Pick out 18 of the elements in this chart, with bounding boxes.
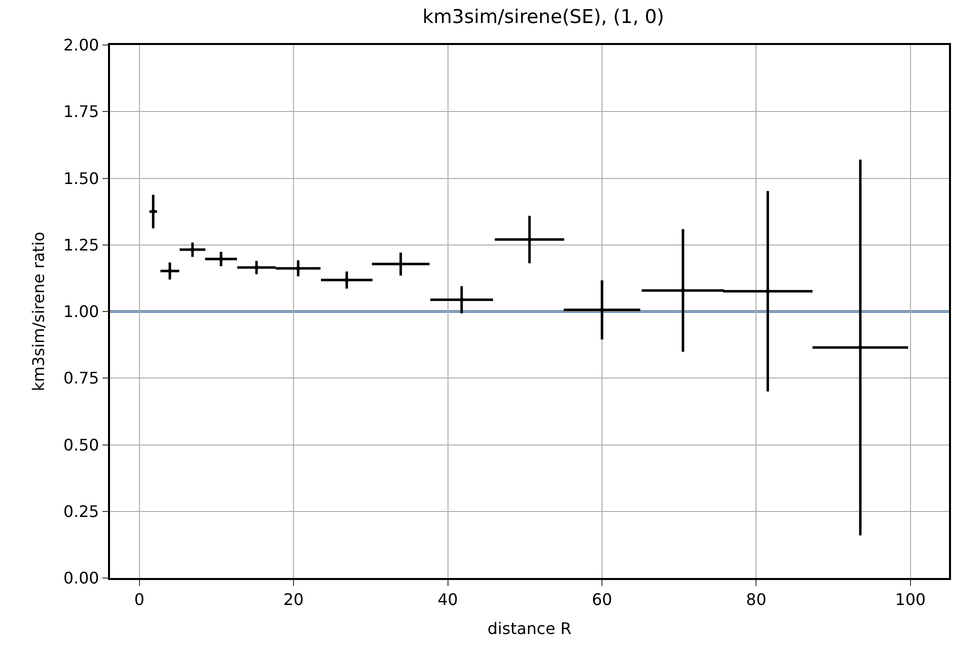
- y-tick-label: 2.00: [63, 36, 100, 55]
- y-tick-label: 1.50: [63, 168, 100, 188]
- y-tick-label: 1.00: [63, 302, 100, 322]
- x-tick-label: 0: [134, 590, 144, 609]
- y-tick-label: 0.50: [63, 435, 100, 454]
- x-tick-label: 80: [746, 590, 766, 609]
- y-tick-label: 1.75: [63, 102, 100, 122]
- y-axis-title: km3sim/sirene ratio: [28, 232, 48, 392]
- y-tick-label: 0.00: [63, 568, 100, 588]
- chart-title: km3sim/sirene(SE), (1, 0): [422, 6, 664, 28]
- y-tick-label: 0.25: [63, 502, 100, 521]
- x-tick-label: 40: [438, 590, 458, 609]
- y-tick-label: 0.75: [63, 368, 100, 388]
- x-axis-title: distance R: [488, 619, 572, 638]
- x-tick-label: 20: [283, 590, 304, 609]
- x-tick-label: 60: [592, 590, 612, 609]
- y-tick-label: 1.25: [63, 235, 100, 254]
- x-tick-label: 100: [895, 590, 926, 609]
